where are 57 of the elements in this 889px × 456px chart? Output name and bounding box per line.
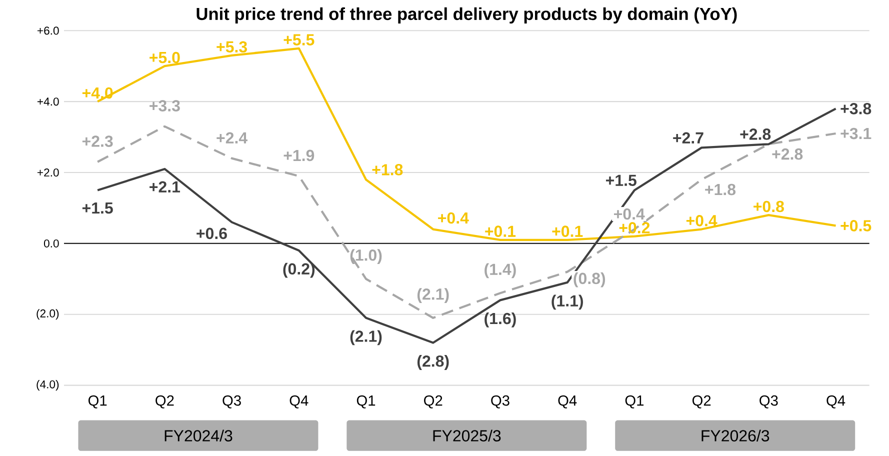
chart-title: Unit price trend of three parcel delivery products by domain (YoY) <box>196 7 737 24</box>
data-label: (1.6) <box>484 312 516 328</box>
data-label: +0.1 <box>485 226 516 237</box>
data-label: (1.1) <box>552 294 583 310</box>
x-tick-label: Q2 <box>424 395 442 408</box>
text: FY2024/3 <box>164 430 232 442</box>
data-label: +5.5 <box>284 34 314 46</box>
text: FY2025/3 <box>433 430 501 442</box>
data-label: +3.8 <box>840 103 872 114</box>
data-label: +2.4 <box>216 132 248 144</box>
y-tick-label: (2.0) <box>36 309 59 320</box>
data-label: +1.5 <box>82 202 113 214</box>
x-tick-label: Q1 <box>356 395 376 408</box>
data-label: +1.8 <box>705 184 736 196</box>
data-label: (2.8) <box>417 355 449 370</box>
data-label: +5.0 <box>150 52 180 64</box>
x-tick-label: Q1 <box>625 395 644 408</box>
data-label: +0.4 <box>686 215 718 226</box>
data-label: +1.9 <box>284 150 314 162</box>
y-tick-label: +2.0 <box>37 168 59 177</box>
data-label: +0.4 <box>614 208 645 220</box>
x-tick-label: Q3 <box>491 395 510 408</box>
data-label: +2.3 <box>82 136 113 147</box>
x-tick-label: Q3 <box>760 395 778 408</box>
data-label: (0.2) <box>283 262 315 278</box>
x-tick-label: Q1 <box>88 395 107 408</box>
text: FY2026/3 <box>702 430 770 442</box>
data-label: +2.8 <box>740 128 771 140</box>
data-label: +1.5 <box>606 174 636 186</box>
data-label: (1.4) <box>484 263 516 278</box>
y-tick-label: 0.0 <box>44 239 59 248</box>
data-label: +0.1 <box>552 226 583 237</box>
y-tick-label: (4.0) <box>36 380 59 391</box>
data-label: +0.8 <box>754 200 784 212</box>
x-tick-label: Q4 <box>290 395 308 408</box>
data-label: +2.1 <box>150 181 180 192</box>
data-label: +5.3 <box>216 41 248 53</box>
data-label: (0.8) <box>574 272 606 288</box>
y-tick-label: +6.0 <box>37 26 59 35</box>
data-label: +3.3 <box>150 100 180 112</box>
data-label: +1.8 <box>372 164 403 176</box>
x-tick-label: Q2 <box>156 395 174 408</box>
data-label: +2.8 <box>772 148 803 160</box>
data-label: +0.4 <box>438 212 469 224</box>
data-label: +0.2 <box>619 222 650 234</box>
x-tick-label: Q3 <box>222 395 241 408</box>
data-label: (2.1) <box>350 330 382 346</box>
data-label: +2.7 <box>673 132 704 144</box>
x-tick-label: Q2 <box>692 395 711 408</box>
x-tick-label: Q4 <box>826 395 846 408</box>
data-label: (2.1) <box>417 288 449 304</box>
data-label: +0.5 <box>840 220 872 232</box>
x-tick-label: Q4 <box>558 395 577 408</box>
data-label: +0.6 <box>196 228 227 240</box>
data-label: +3.1 <box>840 128 872 140</box>
y-tick-label: +4.0 <box>37 98 59 106</box>
data-label: (1.0) <box>350 249 382 264</box>
